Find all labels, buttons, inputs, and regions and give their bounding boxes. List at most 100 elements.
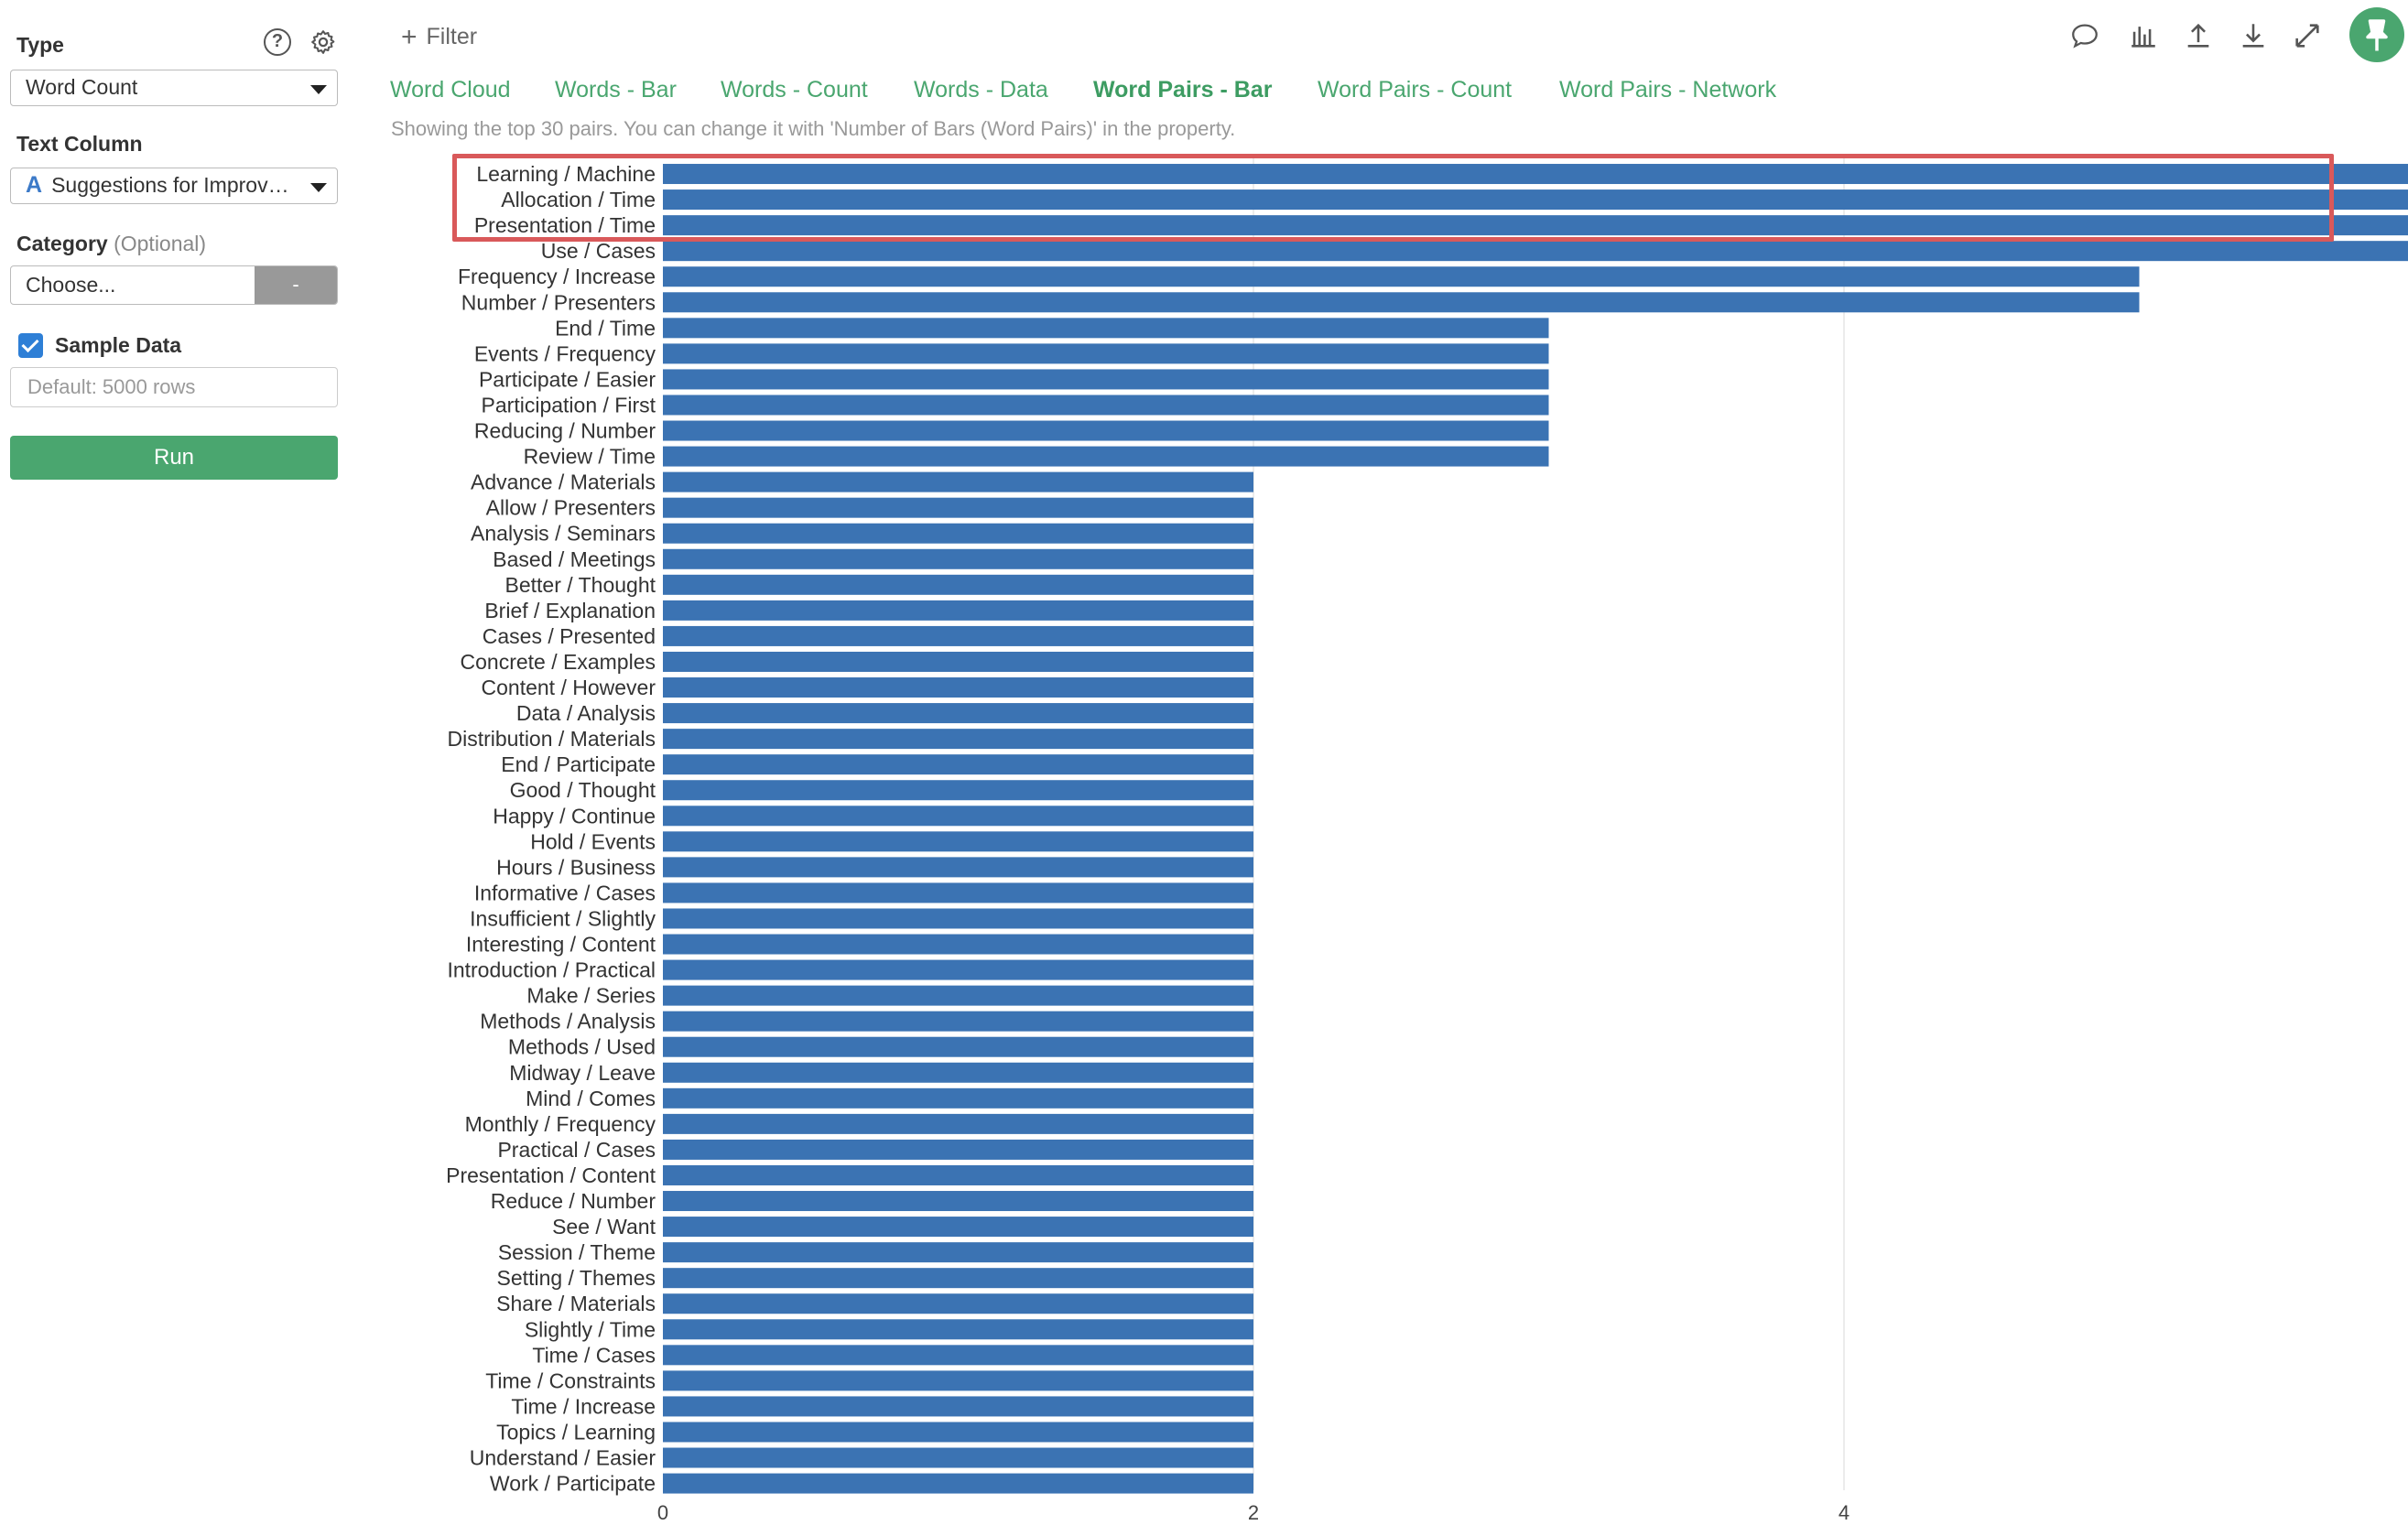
category-label: Based / Meetings [493, 547, 656, 571]
sample-data-checkbox[interactable] [18, 333, 43, 358]
tab-words-count[interactable]: Words - Count [721, 77, 868, 103]
category-label: Methods / Used [508, 1035, 656, 1059]
category-label: Slightly / Time [525, 1317, 656, 1341]
comment-icon[interactable] [2069, 20, 2100, 51]
category-clear-button[interactable]: - [255, 266, 337, 304]
category-label: Time / Constraints [485, 1368, 656, 1392]
chart-note: Showing the top 30 pairs. You can change… [391, 117, 1236, 140]
tab-word-pairs-count[interactable]: Word Pairs - Count [1318, 77, 1513, 103]
bar [663, 1217, 1253, 1238]
category-label: Presentation / Time [474, 213, 656, 237]
category-label: Good / Thought [510, 778, 656, 802]
category-label: Data / Analysis [516, 701, 656, 725]
bar [663, 266, 2140, 287]
category-select[interactable]: Choose... - [10, 265, 338, 305]
bar [663, 908, 1253, 929]
bar [663, 1319, 1253, 1340]
category-label: Better / Thought [504, 573, 656, 597]
bar [663, 164, 2408, 185]
bar [663, 1473, 1253, 1494]
upload-icon[interactable] [2183, 20, 2214, 51]
category-label: Methods / Analysis [480, 1010, 656, 1033]
bar [663, 1113, 1253, 1134]
sample-rows-input[interactable]: Default: 5000 rows [10, 367, 338, 407]
tab-word-cloud[interactable]: Word Cloud [390, 77, 511, 103]
bar [663, 1011, 1253, 1032]
chevron-down-icon [310, 85, 327, 94]
bar [663, 729, 1253, 750]
type-label: Type [16, 33, 64, 57]
pin-button[interactable] [2349, 7, 2404, 62]
category-label: Learning / Machine [476, 162, 656, 186]
type-select[interactable]: Word Count [10, 70, 338, 106]
category-label: Session / Theme [498, 1240, 656, 1264]
tab-words-bar[interactable]: Words - Bar [555, 77, 677, 103]
bar [663, 395, 1549, 416]
type-select-value: Word Count [26, 75, 138, 99]
chevron-down-icon [310, 183, 327, 192]
bar [663, 343, 1549, 364]
bar [663, 934, 1253, 955]
bar [663, 806, 1253, 827]
tab-word-pairs-network[interactable]: Word Pairs - Network [1559, 77, 1777, 103]
category-label: Practical / Cases [497, 1138, 656, 1162]
bar [663, 625, 1253, 646]
text-column-label: Text Column [16, 132, 143, 156]
category-label: Share / Materials [496, 1292, 656, 1315]
chart-icon[interactable] [2128, 20, 2159, 51]
bar [663, 215, 2408, 236]
gear-icon[interactable] [309, 28, 337, 56]
expand-icon[interactable] [2292, 20, 2323, 51]
x-tick-label: 2 [1248, 1501, 1259, 1524]
filter-button[interactable]: + Filter [401, 22, 477, 53]
category-label: Participate / Easier [479, 367, 656, 391]
category-label: Presentation / Content [446, 1163, 656, 1187]
bar [663, 703, 1253, 724]
bar [663, 446, 1549, 467]
category-label: Interesting / Content [466, 933, 656, 957]
category-label: Category (Optional) [16, 232, 206, 256]
category-label: Time / Increase [511, 1394, 656, 1418]
category-label: Distribution / Materials [447, 727, 656, 751]
tab-words-data[interactable]: Words - Data [914, 77, 1048, 103]
bar [663, 1087, 1253, 1109]
bar [663, 292, 2140, 313]
tab-word-pairs-bar[interactable]: Word Pairs - Bar [1093, 77, 1273, 103]
bar [663, 1447, 1253, 1468]
category-label: Participation / First [482, 393, 656, 416]
x-tick-label: 4 [1839, 1501, 1849, 1524]
category-label: End / Time [555, 316, 656, 340]
category-label: Frequency / Increase [458, 265, 656, 288]
bar [663, 651, 1253, 672]
category-label: Time / Cases [532, 1343, 656, 1367]
bar [663, 497, 1253, 518]
bar [663, 318, 1549, 339]
bar [663, 754, 1253, 775]
category-label: Hours / Business [496, 855, 656, 879]
category-label: Advance / Materials [471, 471, 656, 494]
run-button[interactable]: Run [10, 436, 338, 480]
category-label: Hold / Events [530, 829, 656, 853]
bar [663, 369, 1549, 390]
category-label: See / Want [552, 1215, 656, 1239]
help-icon[interactable]: ? [264, 28, 291, 56]
bar [663, 985, 1253, 1006]
text-type-icon: A [26, 172, 43, 198]
plus-icon: + [401, 22, 418, 52]
download-icon[interactable] [2238, 20, 2269, 51]
bar [663, 677, 1253, 698]
text-column-select[interactable]: A Suggestions for Improv… [10, 168, 338, 204]
bar [663, 189, 2408, 211]
bar [663, 1139, 1253, 1160]
bar [663, 1345, 1253, 1366]
bar [663, 1242, 1253, 1263]
category-placeholder: Choose... [26, 273, 116, 297]
category-label: Midway / Leave [509, 1061, 656, 1085]
bar [663, 1164, 1253, 1185]
category-label-text: Category [16, 232, 108, 255]
bar [663, 857, 1253, 878]
category-label: Events / Frequency [474, 341, 656, 365]
text-column-value: Suggestions for Improv… [51, 173, 289, 197]
category-label: Insufficient / Slightly [470, 906, 656, 930]
category-label: Cases / Presented [483, 624, 656, 648]
